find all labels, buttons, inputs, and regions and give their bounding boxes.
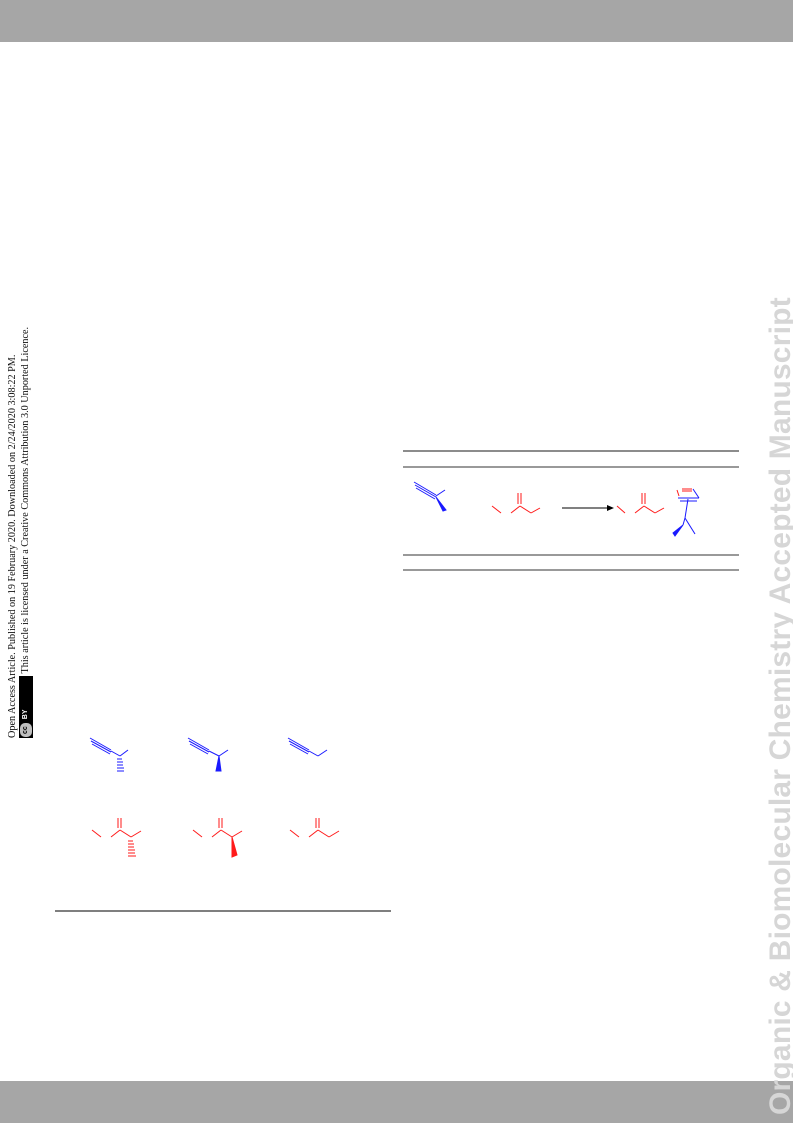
product-ring bbox=[672, 488, 700, 537]
ketone-structure-2 bbox=[192, 818, 243, 858]
header-bar bbox=[0, 0, 793, 42]
alkyne-structure-3 bbox=[287, 737, 328, 757]
product-ketone bbox=[616, 488, 692, 514]
reaction-scheme bbox=[413, 481, 700, 537]
table-rules bbox=[403, 450, 739, 571]
reaction-arrow bbox=[562, 505, 614, 511]
ketone-reagent bbox=[491, 493, 541, 514]
ketone-structure-1 bbox=[91, 818, 142, 857]
ketone-structure-3 bbox=[289, 818, 340, 838]
footer-bar bbox=[0, 1081, 793, 1123]
alkyne-reagent bbox=[413, 481, 447, 512]
alkyne-structure-2 bbox=[187, 737, 229, 772]
alkyne-structure-1 bbox=[89, 737, 129, 772]
